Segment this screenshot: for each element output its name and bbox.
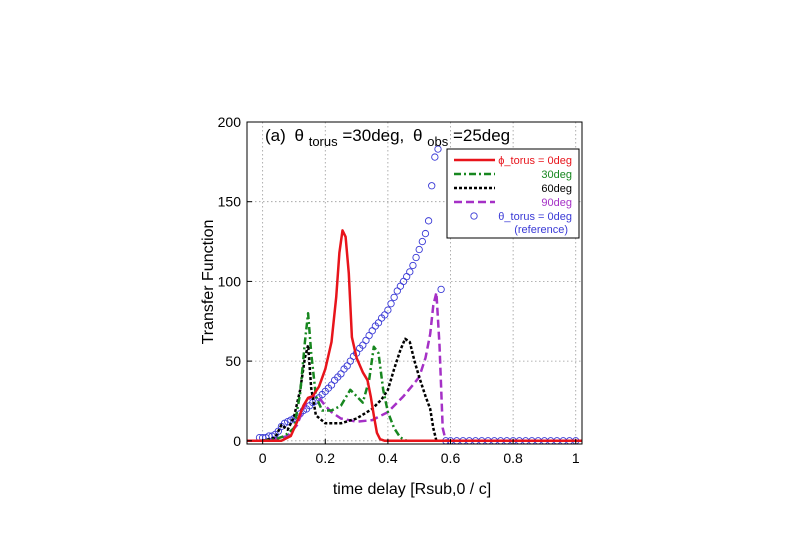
y-tick-label: 50 [225, 353, 241, 369]
x-tick-label: 0.8 [503, 450, 523, 466]
legend-label-4-note: (reference) [514, 224, 568, 236]
legend-label-3: 90deg [541, 197, 572, 209]
data-point [393, 287, 401, 295]
data-point [403, 272, 411, 281]
data-point [437, 285, 445, 294]
x-tick-label: 0.4 [378, 450, 398, 466]
x-tick-label: 0.6 [441, 450, 461, 466]
data-point [362, 336, 370, 345]
x-tick-label: 0 [259, 450, 267, 466]
plot-frame [246, 121, 583, 445]
data-point [406, 268, 414, 276]
panel-label: (a) [265, 126, 286, 145]
legend-label-2: 60deg [541, 183, 572, 195]
data-point [412, 253, 420, 262]
data-point [424, 217, 433, 225]
y-tick-label: 200 [218, 114, 242, 130]
data-point [428, 182, 436, 190]
chart-title: (a) θ torus =30deg, θ obs =25deg [265, 126, 510, 150]
y-tick-label: 0 [233, 433, 241, 449]
data-point [390, 293, 398, 301]
data-point [415, 245, 423, 254]
y-tick-label: 100 [218, 273, 242, 289]
title-value-1: =30deg, [342, 126, 404, 145]
legend-swatch-4 [470, 212, 478, 220]
legend: ϕ_torus = 0deg 30deg 60deg 90deg θ_torus… [446, 148, 580, 239]
data-point [368, 327, 376, 335]
legend-label-0: ϕ_torus = 0deg [498, 155, 572, 167]
y-axis-label: Transfer Function [200, 220, 217, 345]
legend-label-4: θ_torus = 0deg [498, 211, 572, 223]
series-line-1 [247, 312, 582, 443]
data-point [421, 229, 430, 238]
data-point [409, 261, 417, 270]
title-subscript-2: obs [427, 134, 448, 149]
data-point [387, 300, 395, 308]
x-axis-label: time delay [Rsub,0 / c] [333, 481, 491, 498]
title-theta-1: θ [295, 126, 304, 145]
title-theta-2: θ [413, 126, 422, 145]
data-point [384, 306, 392, 314]
data-point [431, 153, 439, 161]
series-line-0 [247, 229, 582, 443]
legend-box [446, 148, 580, 239]
data-point [365, 331, 373, 340]
data-point [396, 282, 405, 290]
legend-label-1: 30deg [541, 169, 572, 181]
data-point [434, 145, 442, 153]
title-value-2: =25deg [453, 126, 510, 145]
series-layer [247, 145, 582, 445]
x-tick-label: 0.2 [316, 450, 336, 466]
x-tick-label: 1 [572, 450, 580, 466]
y-tick-label: 150 [218, 194, 242, 210]
title-subscript-1: torus [309, 134, 338, 149]
data-point [418, 237, 426, 246]
ticks: 0 0.2 0.4 0.6 0.8 1 0 50 100 150 200 [218, 114, 580, 466]
